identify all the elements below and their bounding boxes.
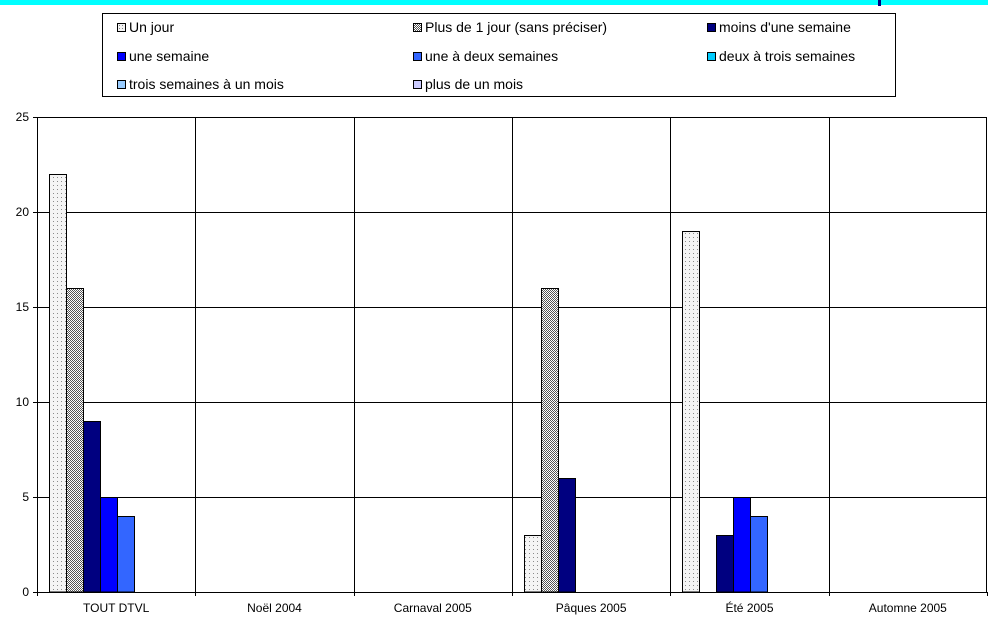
legend-swatch-1 [413, 23, 422, 32]
legend-label-6: trois semaines à un mois [129, 76, 284, 92]
bar-2-4 [716, 535, 734, 593]
x-tick-label-4: Été 2005 [725, 600, 773, 615]
legend: Un jour Plus de 1 jour (sans préciser) moi… [102, 13, 896, 97]
legend-item-3: une semaine [117, 48, 209, 64]
x-tick-label-1: Noël 2004 [247, 601, 302, 615]
top-band [0, 0, 988, 5]
y-tick-label-1: 5 [22, 490, 29, 504]
legend-label-2: moins d'une semaine [719, 19, 851, 35]
legend-item-1: Plus de 1 jour (sans préciser) [413, 19, 607, 35]
legend-item-2: moins d'une semaine [707, 19, 851, 35]
bar-2-3 [558, 478, 576, 593]
legend-label-1: Plus de 1 jour (sans préciser) [425, 19, 608, 35]
bars [49, 174, 768, 593]
legend-item-0: Un jour [117, 19, 174, 35]
bar-3-4 [733, 497, 751, 593]
legend-swatch-3 [117, 52, 126, 61]
x-tick-label-5: Automne 2005 [869, 601, 947, 615]
legend-label-5: deux à trois semaines [719, 48, 856, 64]
legend-item-6: trois semaines à un mois [117, 76, 284, 92]
bar-0-3 [524, 535, 542, 593]
y-tick-label-0: 0 [22, 585, 29, 599]
legend-swatch-7 [413, 80, 422, 89]
legend-swatch-4 [413, 52, 422, 61]
legend-item-4: une à deux semaines [413, 48, 558, 64]
legend-item-7: plus de un mois [413, 76, 523, 92]
x-tick-label-0: TOUT DTVL [83, 601, 150, 615]
bar-1-3 [541, 288, 559, 593]
legend-label-7: plus de un mois [425, 76, 524, 92]
legend-swatch-6 [117, 80, 126, 89]
x-tick-label-2: Carnaval 2005 [394, 601, 472, 615]
top-band-mark [878, 0, 881, 6]
bar-1-0 [66, 288, 84, 593]
legend-label-4: une à deux semaines [425, 48, 559, 64]
legend-label-3: une semaine [129, 48, 210, 64]
bar-0-0 [49, 174, 67, 593]
bar-3-0 [100, 497, 118, 593]
legend-item-5: deux à trois semaines [707, 48, 855, 64]
legend-swatch-2 [707, 23, 716, 32]
legend-swatch-5 [707, 52, 716, 61]
y-tick-label-2: 10 [16, 395, 30, 409]
x-tick-label-3: Pâques 2005 [556, 601, 627, 615]
y-tick-label-5: 25 [16, 110, 30, 124]
x-tick-labels: TOUT DTVL Noël 2004 Carnaval 2005 Pâques 20… [83, 600, 947, 615]
bar-2-0 [83, 421, 101, 593]
bar-4-4 [750, 516, 768, 593]
y-tick-label-4: 20 [16, 205, 30, 219]
axes [33, 117, 988, 596]
legend-swatch-0 [117, 23, 126, 32]
grid-lines [37, 117, 987, 592]
bar-0-4 [682, 231, 700, 593]
y-tick-labels: 0 5 10 15 20 25 [16, 110, 30, 599]
legend-label-0: Un jour [129, 19, 175, 35]
y-tick-label-3: 15 [16, 300, 30, 314]
bar-4-0 [117, 516, 135, 593]
